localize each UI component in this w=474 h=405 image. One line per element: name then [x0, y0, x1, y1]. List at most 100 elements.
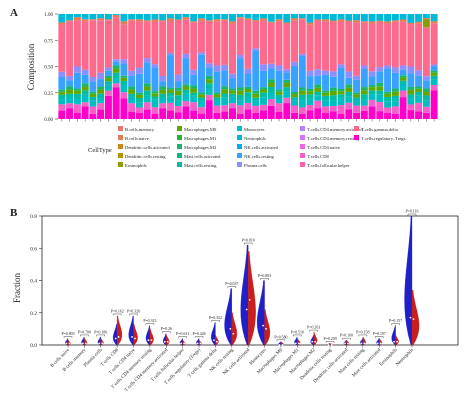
- bar-segment: [314, 108, 322, 119]
- bar-segment: [159, 89, 167, 94]
- bar-segment: [151, 99, 159, 108]
- median-marker-a: [409, 316, 412, 319]
- bar-segment: [322, 100, 330, 107]
- median-marker-a: [147, 339, 150, 342]
- bar-segment: [143, 20, 151, 22]
- bar-segment: [221, 70, 229, 87]
- bar-segment: [159, 103, 167, 109]
- bar-segment: [399, 21, 407, 66]
- bar-segment: [337, 113, 345, 119]
- bar-segment: [89, 20, 97, 77]
- median-marker-a: [196, 342, 199, 345]
- bar-segment: [260, 92, 267, 98]
- p-value-bracket: [309, 329, 318, 332]
- bar-segment: [329, 95, 337, 101]
- legend-swatch: [177, 162, 182, 167]
- bar-segment: [190, 102, 198, 111]
- bar-segment: [221, 105, 229, 112]
- bar-segment: [151, 91, 159, 94]
- bar-segment: [430, 75, 438, 80]
- x-tick-label: Neutrophils: [395, 348, 415, 368]
- bar-segment: [73, 99, 81, 105]
- bar-segment: [97, 93, 105, 98]
- p-value-bracket: [227, 286, 237, 289]
- median-marker-a: [278, 344, 281, 346]
- bar-segment: [97, 72, 105, 80]
- bar-segment: [337, 94, 345, 98]
- bar-segment: [275, 14, 283, 20]
- bar-segment: [283, 82, 291, 88]
- bar-segment: [260, 89, 267, 93]
- bar-segment: [159, 86, 167, 90]
- legend-swatch: [237, 144, 242, 149]
- bar-segment: [213, 100, 221, 106]
- bar-segment: [229, 21, 236, 24]
- bar-segment: [143, 62, 151, 84]
- median-marker-b: [117, 336, 120, 338]
- bar-segment: [190, 95, 198, 103]
- bar-segment: [306, 105, 314, 111]
- bar-segment: [112, 65, 120, 69]
- bar-segment: [166, 14, 174, 19]
- bar-segment: [58, 24, 66, 72]
- bar-segment: [275, 94, 283, 98]
- bar-segment: [128, 89, 136, 94]
- bar-segment: [97, 103, 105, 110]
- violin-half-group-b: [116, 315, 123, 346]
- bar-segment: [197, 107, 205, 114]
- bar-segment: [174, 19, 182, 21]
- bar-segment: [112, 72, 120, 79]
- bar-segment: [252, 100, 260, 106]
- bar-segment: [174, 106, 182, 113]
- bar-segment: [190, 22, 198, 70]
- bar-segment: [244, 74, 252, 87]
- y-axis-ticks-b: 0.0 0.2 0.4 0.6 0.8: [30, 214, 42, 349]
- bar-segment: [120, 92, 128, 99]
- bar-segment: [81, 106, 89, 119]
- y-tick-label: 0.2: [30, 311, 37, 317]
- violin-half-group-b: [395, 335, 399, 346]
- bar-segment: [244, 89, 252, 93]
- bar-segment: [260, 20, 267, 65]
- bar-segment: [306, 89, 314, 92]
- violin-half-group-a: [224, 288, 232, 346]
- bar-segment: [415, 95, 423, 103]
- bar-segment: [337, 67, 345, 89]
- bar-segment: [73, 66, 81, 73]
- bar-segment: [104, 19, 112, 21]
- p-value-bracket: [211, 320, 220, 322]
- bar-segment: [58, 77, 66, 90]
- legend-label: NK.cells.resting: [244, 154, 275, 159]
- legend-label: T.cells.CD4.naive: [307, 145, 340, 150]
- median-marker-a: [376, 342, 379, 345]
- bar-segment: [329, 100, 337, 107]
- legend-swatch: [237, 135, 242, 140]
- bar-segment: [190, 92, 198, 96]
- bar-segment: [353, 75, 361, 80]
- legend-label: T.cells.regulatory..Tregs.: [361, 136, 407, 141]
- bar-segment: [345, 71, 353, 78]
- bar-segment: [422, 19, 430, 28]
- bar-segment: [221, 86, 229, 90]
- bar-segment: [166, 110, 174, 119]
- bar-segment: [260, 70, 267, 88]
- bar-segment: [391, 88, 399, 92]
- bar-segment: [430, 79, 438, 86]
- bar-segment: [368, 106, 376, 119]
- legend-swatch: [118, 144, 123, 149]
- p-value-label: P=0.426: [192, 332, 205, 336]
- bar-segment: [391, 113, 399, 119]
- bar-segment: [422, 95, 430, 101]
- bar-segment: [353, 22, 361, 76]
- bar-segment: [244, 68, 252, 74]
- bar-segment: [66, 103, 74, 109]
- violin-half-group-b: [231, 312, 238, 346]
- bar-segment: [66, 86, 74, 90]
- bar-segment: [213, 21, 221, 66]
- bar-segment: [430, 21, 438, 24]
- bar-segment: [128, 111, 136, 119]
- bar-segment: [66, 93, 74, 97]
- p-value-bracket: [407, 213, 417, 216]
- bar-segment: [66, 21, 74, 76]
- bar-segment: [97, 20, 105, 73]
